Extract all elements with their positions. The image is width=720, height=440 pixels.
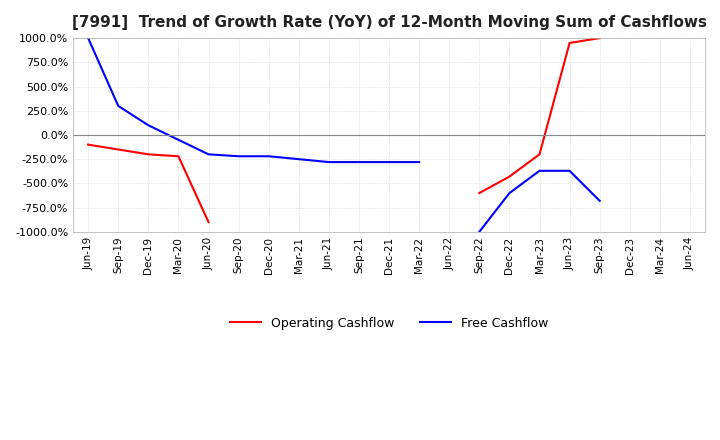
Legend: Operating Cashflow, Free Cashflow: Operating Cashflow, Free Cashflow	[225, 312, 553, 335]
Operating Cashflow	[114, 147, 122, 152]
Free Cashflow	[234, 154, 243, 159]
Operating Cashflow	[84, 142, 92, 147]
Title: [7991]  Trend of Growth Rate (YoY) of 12-Month Moving Sum of Cashflows: [7991] Trend of Growth Rate (YoY) of 12-…	[71, 15, 706, 30]
Free Cashflow	[204, 152, 213, 157]
Free Cashflow	[264, 154, 273, 159]
Free Cashflow	[174, 137, 183, 143]
Operating Cashflow	[174, 154, 183, 159]
Free Cashflow	[114, 103, 122, 109]
Line: Free Cashflow: Free Cashflow	[88, 38, 419, 162]
Operating Cashflow	[144, 152, 153, 157]
Free Cashflow	[355, 159, 364, 165]
Free Cashflow	[84, 36, 92, 41]
Free Cashflow	[384, 159, 393, 165]
Free Cashflow	[294, 157, 303, 162]
Line: Operating Cashflow: Operating Cashflow	[88, 145, 209, 222]
Operating Cashflow	[204, 220, 213, 225]
Free Cashflow	[144, 123, 153, 128]
Free Cashflow	[415, 159, 423, 165]
Free Cashflow	[325, 159, 333, 165]
